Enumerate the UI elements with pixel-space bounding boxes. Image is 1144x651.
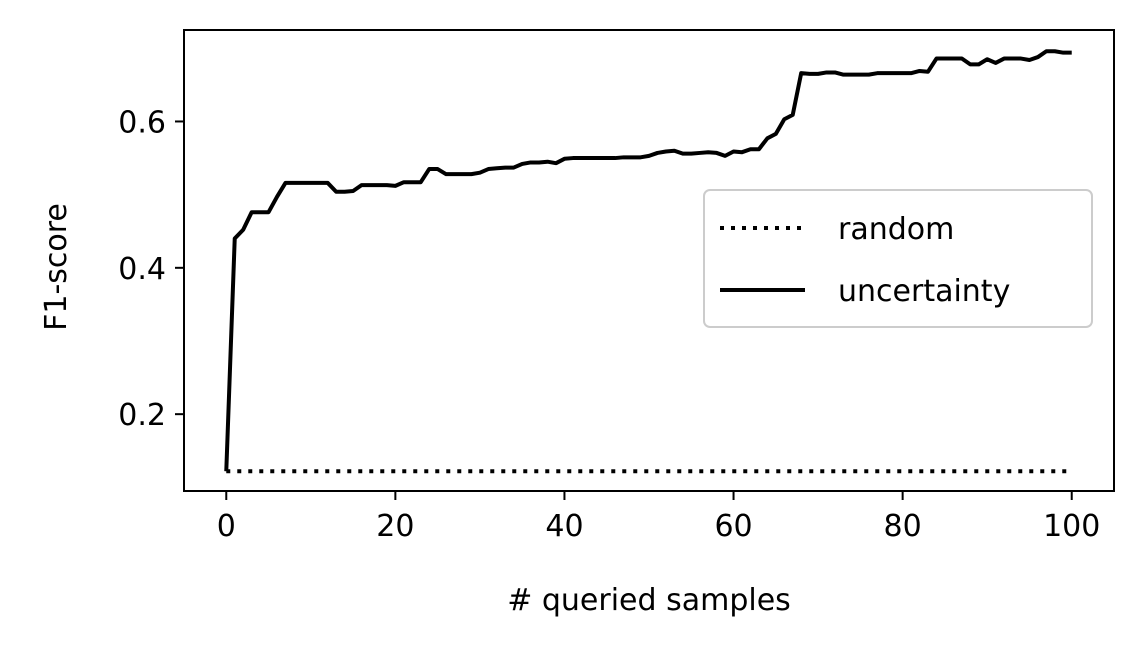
legend: random uncertainty <box>703 189 1093 328</box>
legend-label-uncertainty: uncertainty <box>838 274 1010 309</box>
plot-area <box>224 49 1072 474</box>
legend-box <box>703 189 1093 328</box>
x-tick-label: 20 <box>376 509 414 544</box>
y-tick-label: 0.2 <box>118 398 166 433</box>
legend-label-random: random <box>838 212 954 247</box>
plot-frame <box>183 29 1115 492</box>
y-axis-title: F1-score <box>39 203 74 331</box>
x-tick-label: 60 <box>714 509 752 544</box>
x-axis-title: # queried samples <box>507 583 791 618</box>
series-line-uncertainty <box>224 49 1072 472</box>
y-tick-label: 0.6 <box>118 105 166 140</box>
axes: 0 20 40 60 80 100 0.2 0.4 0.6 <box>118 29 1115 544</box>
x-tick-label: 100 <box>1043 509 1100 544</box>
x-tick-label: 0 <box>217 509 236 544</box>
x-tick-label: 40 <box>545 509 583 544</box>
x-tick-label: 80 <box>884 509 922 544</box>
y-tick-label: 0.4 <box>118 252 166 287</box>
